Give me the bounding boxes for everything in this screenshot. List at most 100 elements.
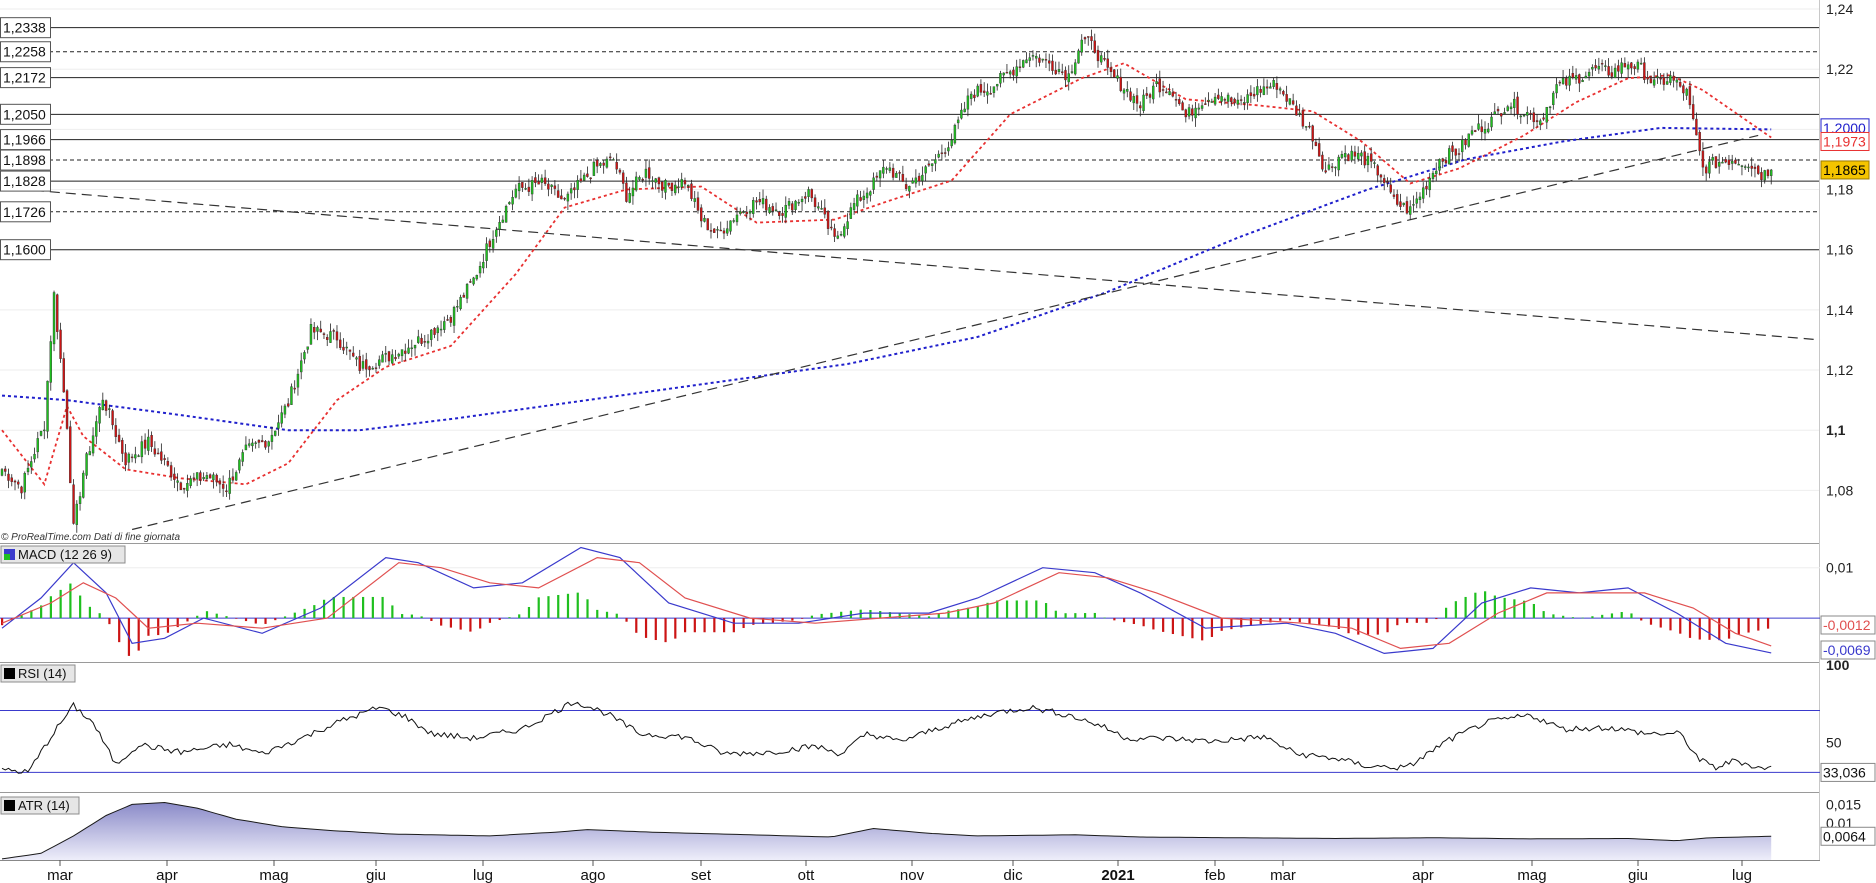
candle xyxy=(963,101,966,113)
candle xyxy=(231,468,235,484)
price-tick-label: 1,14 xyxy=(1826,302,1853,318)
bull-candle-body xyxy=(1116,75,1119,79)
candle xyxy=(687,184,690,192)
candle xyxy=(1057,61,1061,75)
macd-histogram-bar xyxy=(1220,618,1223,631)
macd-histogram-bar xyxy=(732,618,735,633)
bull-candle-body xyxy=(475,274,479,280)
bear-candle-body xyxy=(368,366,371,371)
bear-candle-body xyxy=(1113,69,1116,78)
candle xyxy=(1080,34,1083,56)
bull-candle-body xyxy=(774,209,778,212)
candle xyxy=(1197,103,1201,116)
macd-histogram-bar xyxy=(176,618,179,628)
atr-legend[interactable]: ATR (14) xyxy=(0,796,80,815)
candle xyxy=(1470,125,1474,136)
bull-candle-body xyxy=(290,386,293,405)
time-tick-label: mar xyxy=(47,867,73,883)
candle xyxy=(391,349,394,365)
bull-candle-body xyxy=(1652,79,1656,86)
macd-histogram-bar xyxy=(1142,618,1145,627)
bull-candle-body xyxy=(254,442,257,444)
candle xyxy=(277,414,280,436)
bull-candle-body xyxy=(1220,96,1223,102)
bull-candle-body xyxy=(1770,169,1773,176)
candle xyxy=(739,207,742,216)
bear-candle-body xyxy=(1093,40,1096,53)
bear-candle-body xyxy=(573,187,576,191)
bear-candle-body xyxy=(1558,81,1562,84)
candle xyxy=(160,443,163,465)
bull-candle-body xyxy=(33,453,36,460)
bear-candle-body xyxy=(1295,105,1298,116)
bull-candle-body xyxy=(1470,130,1474,135)
bull-candle-body xyxy=(1340,153,1344,158)
bull-candle-body xyxy=(238,459,241,471)
bear-candle-body xyxy=(1096,49,1100,62)
candle xyxy=(1243,96,1246,111)
candle xyxy=(540,174,544,190)
time-tick-label: apr xyxy=(1412,867,1434,883)
bear-candle-body xyxy=(1565,78,1568,86)
candle xyxy=(20,485,23,499)
candle xyxy=(1480,119,1483,141)
macd-legend[interactable]: MACD (12 26 9) xyxy=(0,545,126,564)
macd-histogram-bar xyxy=(1610,613,1614,619)
candle xyxy=(618,168,622,175)
candle xyxy=(147,429,150,456)
candle xyxy=(423,334,426,348)
candle xyxy=(999,70,1002,88)
bull-candle-body xyxy=(846,221,849,229)
macd-histogram-bar xyxy=(1425,618,1428,623)
bull-candle-body xyxy=(1288,98,1292,105)
candle xyxy=(537,174,540,185)
macd-histogram-bar xyxy=(79,595,82,619)
bear-candle-body xyxy=(1532,112,1536,123)
level-label: 1,1898 xyxy=(3,152,46,168)
candle xyxy=(1591,64,1594,77)
bull-candle-body xyxy=(517,183,521,192)
candle xyxy=(85,451,88,479)
candle xyxy=(472,276,475,286)
candle xyxy=(1467,133,1470,148)
level-label: 1,1966 xyxy=(3,132,46,148)
bull-candle-body xyxy=(1591,66,1594,70)
macd-pane[interactable]: 0,01 -0,0012 -0,0069 MACD (12 26 9) xyxy=(0,545,1876,660)
candle xyxy=(1675,77,1679,91)
rsi-pane[interactable]: 100 50 33,036 RSI (14) xyxy=(0,657,1876,782)
candle xyxy=(605,156,609,169)
rsi-legend[interactable]: RSI (14) xyxy=(0,664,76,683)
candle xyxy=(456,299,459,312)
candle xyxy=(1074,59,1077,76)
bull-candle-body xyxy=(452,307,456,326)
candle xyxy=(1526,106,1529,125)
bull-candle-body xyxy=(251,442,254,447)
candle xyxy=(849,202,853,219)
macd-histogram-bar xyxy=(1591,616,1594,619)
candle xyxy=(543,169,547,186)
candle xyxy=(1581,78,1584,83)
candle xyxy=(573,182,576,199)
candle xyxy=(1600,59,1604,72)
price-pane[interactable]: 1,2338 1,2258 1,2172 1,2050 1,1966 1,1898 1,18… xyxy=(0,1,1870,543)
bull-candle-body xyxy=(530,180,534,195)
candle xyxy=(1139,101,1142,117)
candle xyxy=(225,484,228,497)
signal-line xyxy=(1,556,1772,650)
bear-candle-body xyxy=(1727,159,1731,165)
candle xyxy=(1649,75,1653,84)
bull-candle-body xyxy=(514,188,518,198)
macd-histogram-bar xyxy=(508,617,511,619)
bear-candle-body xyxy=(1643,62,1646,80)
macd-histogram-bar xyxy=(488,618,492,623)
bull-candle-body xyxy=(1213,96,1217,105)
candle xyxy=(1334,166,1337,177)
macd-histogram-bar xyxy=(713,618,716,633)
bear-candle-body xyxy=(1578,74,1581,84)
candle xyxy=(862,190,866,209)
bull-candle-body xyxy=(1015,66,1018,77)
bear-candle-body xyxy=(1389,184,1392,193)
candle xyxy=(205,472,209,482)
candle xyxy=(0,467,4,477)
